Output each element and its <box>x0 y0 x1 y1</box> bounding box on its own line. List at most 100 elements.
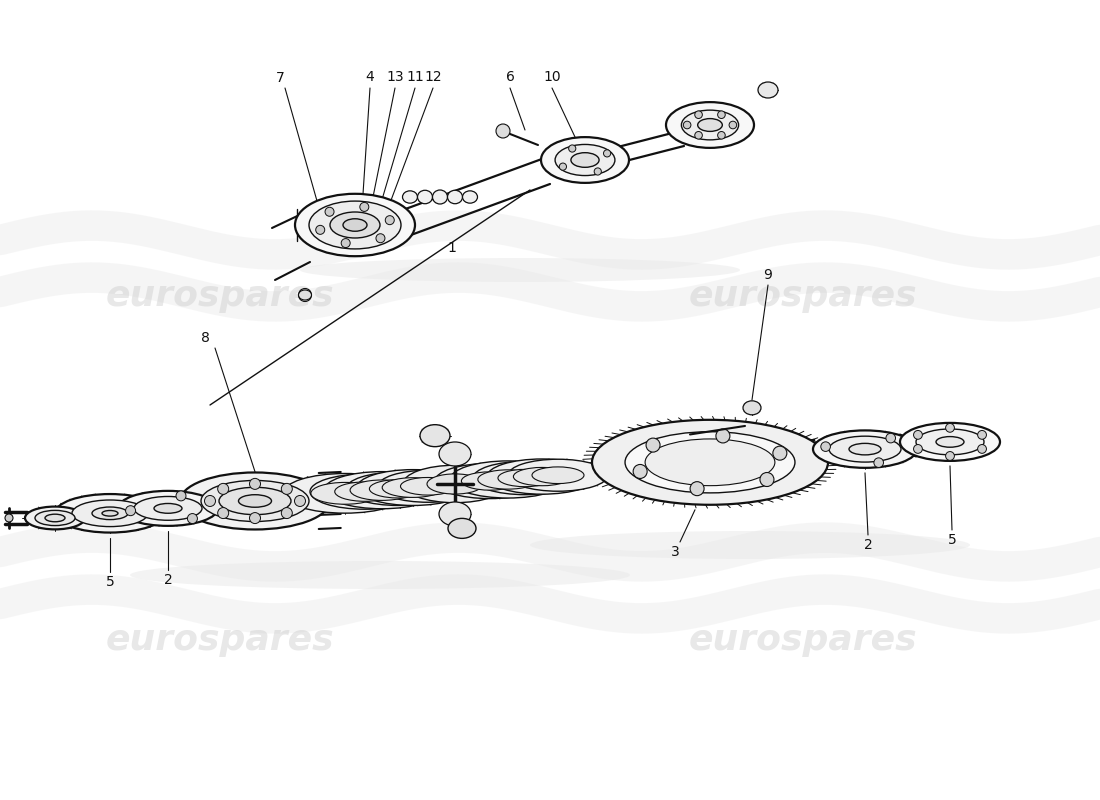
Ellipse shape <box>378 470 478 502</box>
Circle shape <box>695 131 703 139</box>
Text: 6: 6 <box>506 70 515 84</box>
Circle shape <box>978 445 987 454</box>
Ellipse shape <box>530 531 970 559</box>
Ellipse shape <box>92 507 128 520</box>
Text: 10: 10 <box>543 70 561 84</box>
Circle shape <box>250 478 261 490</box>
Ellipse shape <box>330 212 380 238</box>
Text: 8: 8 <box>200 331 209 345</box>
Circle shape <box>873 458 883 467</box>
Ellipse shape <box>592 420 828 505</box>
Circle shape <box>729 122 737 129</box>
Circle shape <box>716 429 730 443</box>
Ellipse shape <box>462 191 477 203</box>
Circle shape <box>717 131 725 139</box>
Ellipse shape <box>666 102 754 148</box>
Ellipse shape <box>556 145 615 175</box>
Ellipse shape <box>645 439 774 486</box>
Ellipse shape <box>346 472 450 506</box>
Circle shape <box>886 434 895 443</box>
Ellipse shape <box>681 110 738 140</box>
Ellipse shape <box>25 506 85 530</box>
Ellipse shape <box>309 201 402 249</box>
Circle shape <box>360 202 368 211</box>
Ellipse shape <box>72 500 148 526</box>
Ellipse shape <box>118 491 218 526</box>
Ellipse shape <box>180 473 330 530</box>
Circle shape <box>298 289 311 302</box>
Circle shape <box>496 124 510 138</box>
Ellipse shape <box>936 437 964 447</box>
Ellipse shape <box>283 474 407 513</box>
Circle shape <box>821 442 830 451</box>
Text: 2: 2 <box>864 538 872 552</box>
Ellipse shape <box>201 481 309 522</box>
Ellipse shape <box>571 153 600 167</box>
Circle shape <box>385 216 394 225</box>
Circle shape <box>250 513 261 523</box>
Ellipse shape <box>477 470 538 489</box>
Text: 2: 2 <box>164 573 173 587</box>
Text: 7: 7 <box>276 71 285 85</box>
Ellipse shape <box>219 487 292 514</box>
Ellipse shape <box>448 190 462 204</box>
Ellipse shape <box>239 494 272 507</box>
Ellipse shape <box>35 510 75 526</box>
Circle shape <box>341 238 350 247</box>
Circle shape <box>695 111 703 118</box>
Text: eurospares: eurospares <box>689 279 917 313</box>
Circle shape <box>205 495 216 506</box>
Circle shape <box>773 446 786 460</box>
Circle shape <box>218 507 229 518</box>
Ellipse shape <box>311 482 379 504</box>
Text: 9: 9 <box>763 268 772 282</box>
Ellipse shape <box>498 470 552 486</box>
Ellipse shape <box>434 463 544 498</box>
Ellipse shape <box>295 194 415 256</box>
Ellipse shape <box>541 137 629 183</box>
Circle shape <box>316 226 324 234</box>
Ellipse shape <box>134 497 202 520</box>
Ellipse shape <box>432 190 448 204</box>
Ellipse shape <box>420 425 450 446</box>
Ellipse shape <box>350 480 414 500</box>
Text: 11: 11 <box>406 70 424 84</box>
Circle shape <box>376 234 385 242</box>
Ellipse shape <box>487 459 597 494</box>
Ellipse shape <box>758 82 778 98</box>
Ellipse shape <box>697 118 723 131</box>
Text: eurospares: eurospares <box>106 279 334 313</box>
Text: 12: 12 <box>425 70 442 84</box>
Ellipse shape <box>813 430 917 468</box>
Text: 13: 13 <box>386 70 404 84</box>
Ellipse shape <box>439 442 471 466</box>
Circle shape <box>569 145 575 152</box>
Circle shape <box>282 483 293 494</box>
Circle shape <box>634 465 647 478</box>
Ellipse shape <box>55 494 165 533</box>
Ellipse shape <box>829 436 901 462</box>
Text: eurospares: eurospares <box>106 623 334 657</box>
Circle shape <box>683 122 691 129</box>
Circle shape <box>978 430 987 439</box>
Ellipse shape <box>403 466 507 502</box>
Ellipse shape <box>403 191 418 203</box>
Circle shape <box>324 207 334 216</box>
Ellipse shape <box>514 467 571 486</box>
Circle shape <box>218 483 229 494</box>
Ellipse shape <box>461 472 518 490</box>
Ellipse shape <box>343 218 367 231</box>
Ellipse shape <box>358 470 469 506</box>
Ellipse shape <box>324 472 440 509</box>
Circle shape <box>176 491 186 501</box>
Ellipse shape <box>400 478 455 495</box>
Ellipse shape <box>900 423 1000 461</box>
Circle shape <box>946 451 955 460</box>
Ellipse shape <box>849 443 881 455</box>
Text: 1: 1 <box>448 241 456 255</box>
Ellipse shape <box>448 518 476 538</box>
Circle shape <box>946 423 955 432</box>
Text: 3: 3 <box>671 545 680 559</box>
Circle shape <box>646 438 660 452</box>
Ellipse shape <box>532 467 584 483</box>
